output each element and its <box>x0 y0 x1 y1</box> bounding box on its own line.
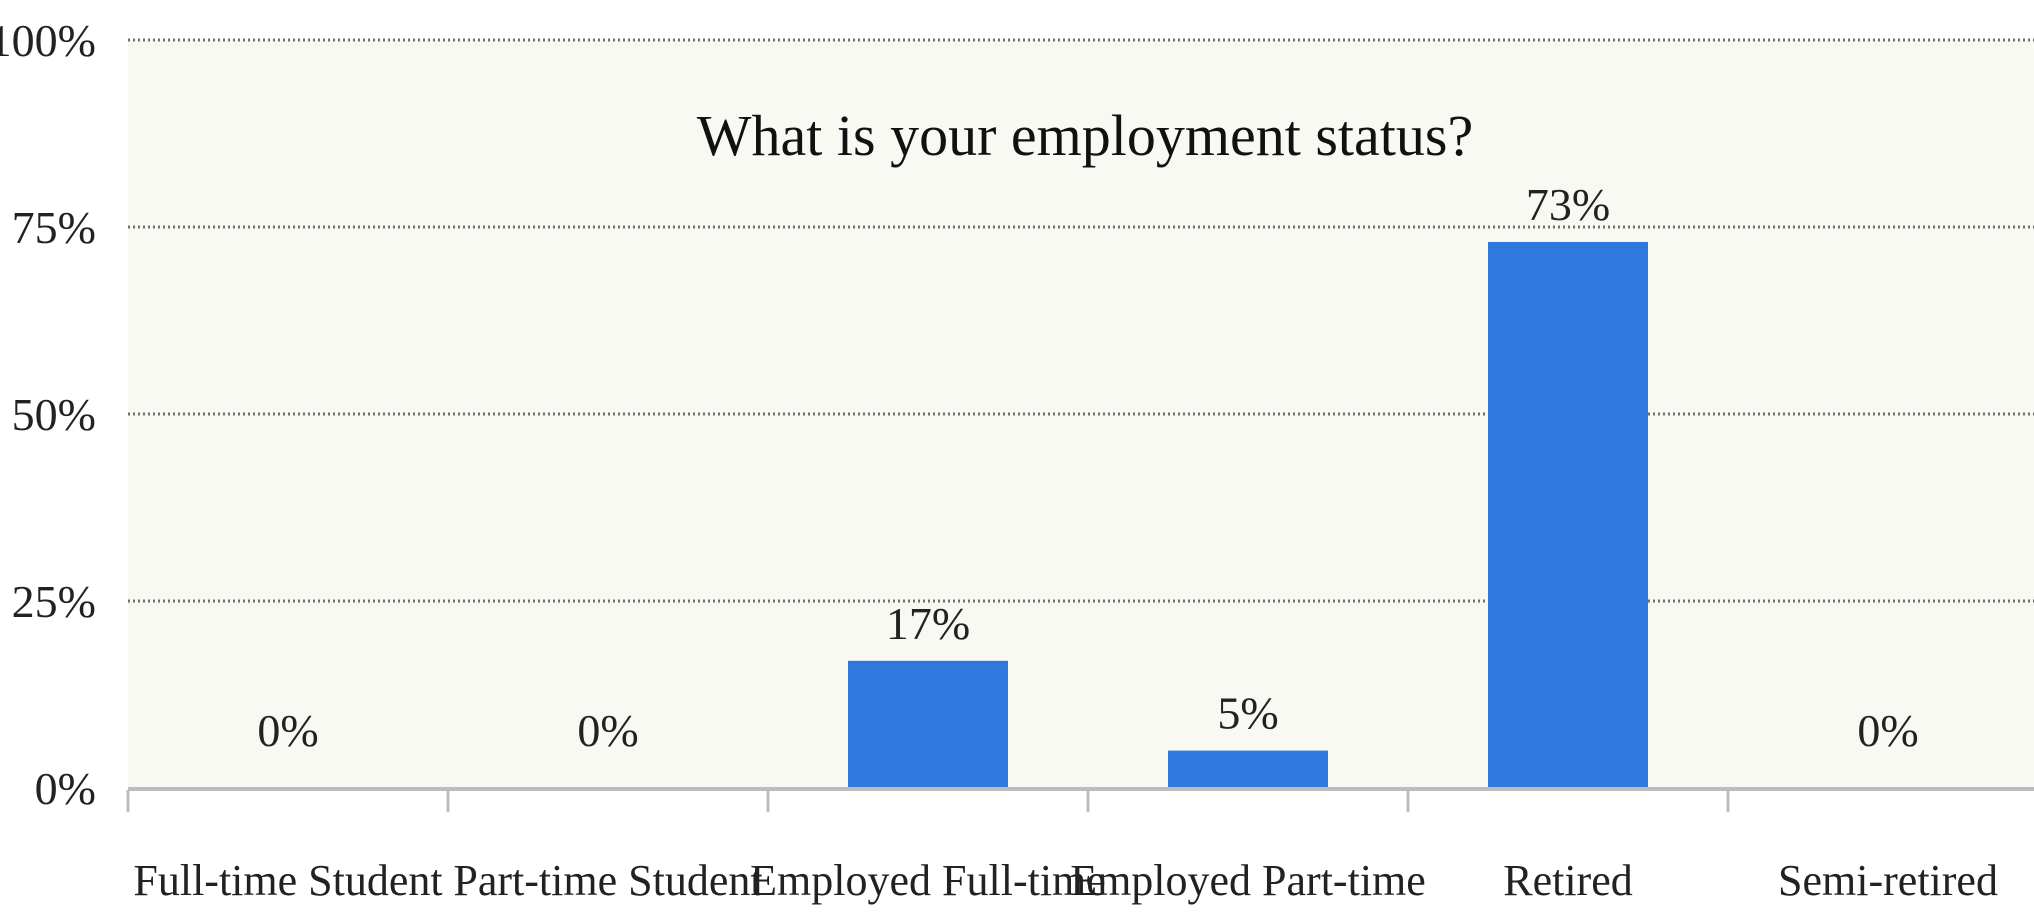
x-tick-label: Semi-retired <box>1778 856 1998 905</box>
x-tick-label: Employed Full-time <box>750 856 1106 905</box>
data-label: 5% <box>1217 688 1278 739</box>
x-axis-ticks <box>126 790 1730 812</box>
x-tick-label: Employed Part-time <box>1070 856 1426 905</box>
data-label: 17% <box>886 598 970 649</box>
bar <box>848 660 1008 788</box>
y-tick-label: 50% <box>12 389 96 440</box>
x-tick-label: Full-time Student <box>133 856 442 905</box>
bar <box>1168 750 1328 788</box>
x-tick-label: Retired <box>1503 856 1633 905</box>
value-labels: 0% 0% 17% 5% 73% 0% <box>257 179 1918 756</box>
y-tick-label: 75% <box>12 202 96 253</box>
chart-title: What is your employment status? <box>697 103 1473 168</box>
y-tick-label: 100% <box>0 15 96 66</box>
plot-area <box>128 40 2034 788</box>
bar <box>1488 241 1648 788</box>
data-label: 73% <box>1526 179 1610 230</box>
data-label: 0% <box>1857 705 1918 756</box>
y-axis-tick-labels: 0% 25% 50% 75% 100% <box>0 15 96 814</box>
x-tick-label: Part-time Student <box>453 856 762 905</box>
x-axis-tick-labels: Full-time Student Part-time StudentEmploy… <box>133 856 1998 905</box>
bars <box>848 241 1648 788</box>
y-tick-label: 0% <box>35 763 96 814</box>
data-label: 0% <box>257 705 318 756</box>
y-tick-label: 25% <box>12 576 96 627</box>
data-label: 0% <box>577 705 638 756</box>
